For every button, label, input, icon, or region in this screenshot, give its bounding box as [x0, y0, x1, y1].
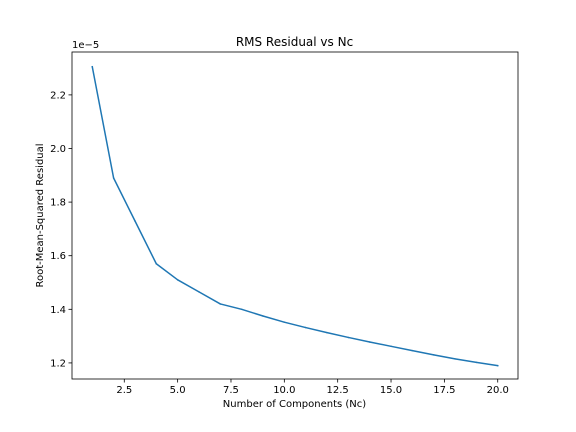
axes-frame	[71, 51, 519, 380]
x-axis-label: Number of Components (Nc)	[223, 399, 366, 410]
x-tick-label: 15.0	[380, 385, 402, 396]
x-tick-label: 12.5	[327, 385, 349, 396]
data-point	[475, 361, 478, 364]
y-tick-label: 1.4	[50, 305, 66, 316]
y-tick-label: 2.2	[50, 90, 66, 101]
y-tick-label: 1.6	[50, 251, 66, 262]
data-point	[240, 308, 243, 311]
chart-title: RMS Residual vs Nc	[236, 35, 353, 49]
data-point	[347, 336, 350, 339]
y-axis-label: Root-Mean-Squared Residual	[35, 143, 46, 287]
data-point	[283, 321, 286, 323]
x-tick-label: 2.5	[116, 385, 132, 396]
data-point	[454, 358, 456, 360]
data-point	[176, 279, 179, 281]
data-point	[219, 303, 222, 305]
data-point	[112, 177, 115, 179]
series-line-0	[91, 65, 499, 367]
data-point	[155, 263, 158, 265]
plot-area: 2.5 5.0 7.5 10.0 12.5 15.0 17.5 20.0 1.2 1.4 1.6 1.…	[50, 51, 519, 396]
x-tick-label: 5.0	[170, 385, 186, 396]
x-tick-label: 7.5	[223, 385, 239, 396]
x-tick-label: 10.0	[273, 385, 295, 396]
y-tick-label: 1.2	[50, 358, 66, 369]
data-point	[198, 291, 200, 293]
data-point	[368, 341, 371, 343]
data-point	[91, 65, 94, 68]
x-tick-label: 17.5	[433, 385, 455, 396]
y-axis-offset-label: 1e−5	[72, 40, 99, 51]
data-point	[304, 326, 307, 329]
data-point	[496, 364, 499, 367]
data-point	[262, 315, 264, 317]
data-point	[411, 349, 414, 352]
y-tick-label: 2.0	[50, 144, 66, 155]
data-point	[390, 345, 392, 348]
x-tick-label: 20.0	[487, 385, 509, 396]
data-point	[432, 354, 435, 356]
data-point	[134, 220, 136, 222]
y-tick-label: 1.8	[50, 198, 66, 209]
data-point	[326, 331, 328, 334]
